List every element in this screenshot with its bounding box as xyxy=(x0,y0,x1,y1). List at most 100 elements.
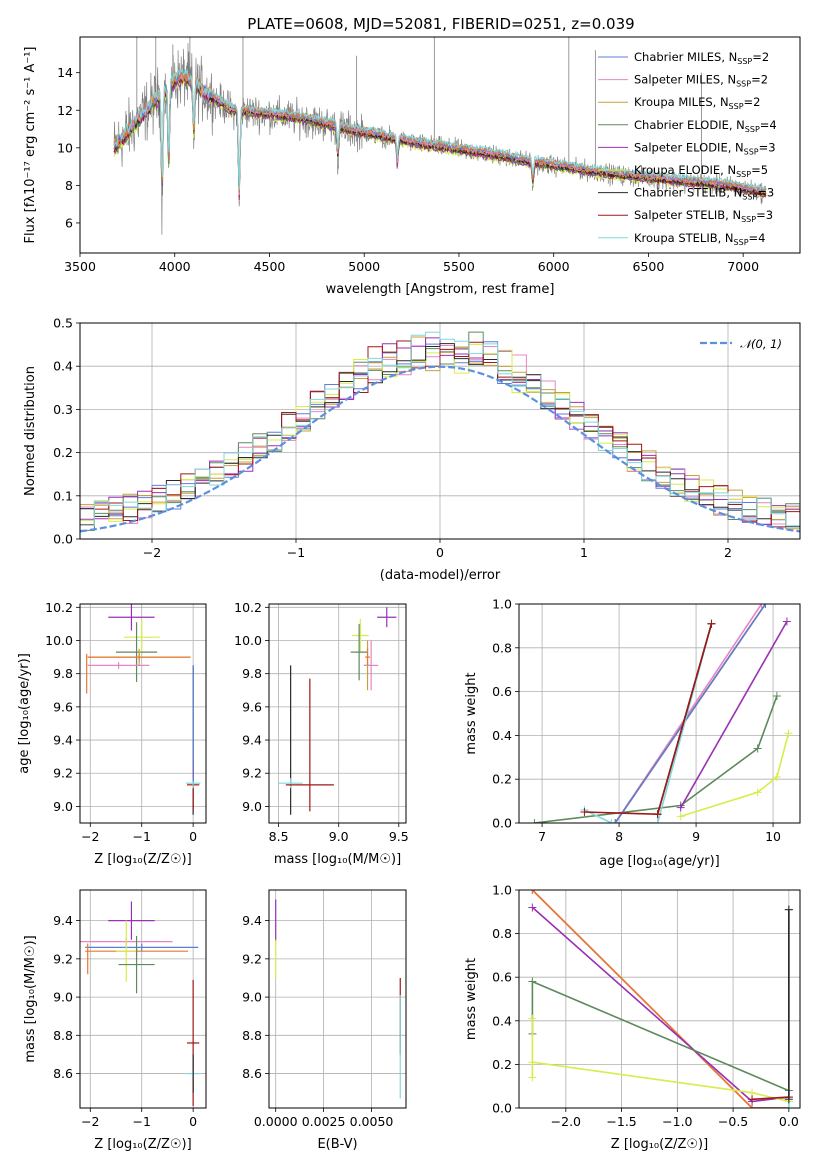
weight-line xyxy=(531,890,789,1108)
weight-line xyxy=(680,732,790,818)
y-tick-label: 0.6 xyxy=(492,970,512,985)
weight-series-chabrier-elodie xyxy=(528,977,793,1108)
weight-marker xyxy=(772,773,781,782)
x-tick-label: 9.5 xyxy=(389,829,409,844)
errorbar-point xyxy=(350,623,368,681)
z-weight-frame xyxy=(518,889,801,1109)
errorbar-point xyxy=(123,620,160,654)
mass-age-axes: 8.5 9.0 9.5 9.0 9.2 9.4 9.6 9.8 10.0 10.2 mass [lo… xyxy=(234,600,409,867)
weight-series-salpeter-stelib xyxy=(580,619,716,819)
x-axis-label: (data-model)/error xyxy=(380,568,501,583)
y-tick-label: 1.0 xyxy=(492,883,512,898)
x-tick-label: 0 xyxy=(189,1114,197,1129)
y-tick-label: 0.0 xyxy=(492,1101,512,1116)
x-tick-label: 0 xyxy=(189,829,197,844)
ebv-mass-plot-area xyxy=(275,899,401,1099)
x-axis-label: Z [log₁₀(Z/Z☉)] xyxy=(94,852,191,867)
y-tick-label: 9.4 xyxy=(53,913,73,928)
y-tick-label: 0.4 xyxy=(53,359,73,374)
x-tick-label: 7 xyxy=(538,829,546,844)
weight-line xyxy=(752,909,790,1101)
x-tick-label: 0.0 xyxy=(779,1114,799,1129)
x-tick-label: 0.0025 xyxy=(302,1114,346,1129)
errorbar-point xyxy=(351,618,369,653)
z-mass-plot-area xyxy=(80,901,201,1107)
legend-entry: 𝒩(0, 1) xyxy=(740,337,782,351)
y-axis-label: Flux [fλ10⁻¹⁷ erg cm⁻² s⁻¹ A⁻¹] xyxy=(23,47,38,244)
y-tick-label: 9.2 xyxy=(53,766,73,781)
x-tick-label: −2 xyxy=(143,545,161,560)
y-tick-label: 0.2 xyxy=(53,445,73,460)
weight-series-orange xyxy=(528,890,793,1108)
weight-line xyxy=(531,906,789,1103)
x-tick-label: −1 xyxy=(287,545,305,560)
weight-series-kroupa-miles xyxy=(528,890,793,1108)
y-tick-label: 9.2 xyxy=(242,951,262,966)
weight-marker xyxy=(528,1014,537,1023)
legend-entry: Salpeter MILES, NSSP=2 xyxy=(634,73,768,89)
y-tick-label: 9.2 xyxy=(242,766,262,781)
spectrum-axes: 3500 4000 4500 5000 5500 6000 6500 7000 6 8 10 12 14… xyxy=(23,36,801,297)
y-tick-label: 0.0 xyxy=(53,532,73,547)
x-tick-label: −0.5 xyxy=(718,1114,748,1129)
x-tick-label: −2 xyxy=(81,1114,99,1129)
x-axis-label: Z [log₁₀(Z/Z☉)] xyxy=(94,1137,191,1152)
weight-line xyxy=(531,890,789,1108)
y-tick-label: 0.4 xyxy=(492,1013,512,1028)
weight-marker xyxy=(580,808,589,817)
z-mass-frame xyxy=(79,889,207,1109)
age-weight-axes: 7 8 9 10 0.0 0.2 0.4 0.6 0.8 1.0 age [log₁₀(age/yr… xyxy=(464,597,801,869)
y-tick-label: 0.3 xyxy=(53,402,73,417)
weight-series-salpeter-miles xyxy=(528,890,793,1108)
y-tick-label: 9.8 xyxy=(53,666,73,681)
weight-line xyxy=(614,604,767,823)
errorbar-point xyxy=(118,935,155,994)
weight-series-kroupa-elodie xyxy=(676,729,793,821)
y-tick-label: 1.0 xyxy=(492,597,512,612)
legend-entry: Chabrier STELIB, NSSP=3 xyxy=(634,186,774,202)
y-tick-label: 8.6 xyxy=(242,1066,262,1081)
x-tick-label: 4000 xyxy=(159,259,191,274)
y-tick-label: 0.2 xyxy=(492,1057,512,1072)
mass-age-plot-area xyxy=(278,607,397,815)
y-axis-label: Normed distribution xyxy=(23,366,38,496)
weight-marker xyxy=(607,819,616,823)
y-tick-label: 8 xyxy=(65,178,73,193)
ebv-mass-axes: 0.0000 0.0025 0.0050 8.6 8.8 9.0 9.2 9.4 E(B-V) xyxy=(242,889,407,1152)
y-tick-label: 10.0 xyxy=(234,633,262,648)
weight-series-salpeter-stelib xyxy=(748,905,793,1104)
z-weight-plot-area xyxy=(528,890,793,1108)
weight-line xyxy=(531,890,789,1108)
x-tick-label: 6500 xyxy=(633,259,665,274)
weight-line xyxy=(534,695,778,823)
z-mass-axes: −2 −1 0 8.6 8.8 9.0 9.2 9.4 Z [log₁₀(Z/Z☉)] mass … xyxy=(23,889,207,1152)
y-tick-label: 10.2 xyxy=(234,600,262,615)
y-tick-label: 0.5 xyxy=(53,316,73,331)
y-tick-label: 14 xyxy=(57,65,73,80)
y-tick-label: 0.4 xyxy=(492,728,512,743)
mass-age-grid xyxy=(269,604,406,823)
z-age-axes: −2 −1 0 9.0 9.2 9.4 9.6 9.8 10.0 10.2 Z [log₁₀(Z/Z… xyxy=(17,600,207,867)
weight-series-chabrier-elodie xyxy=(530,691,781,823)
legend-entry: Chabrier MILES, NSSP=2 xyxy=(634,50,769,66)
x-axis-label: E(B-V) xyxy=(317,1137,357,1152)
x-tick-label: 5000 xyxy=(348,259,380,274)
weight-marker xyxy=(784,729,793,738)
normal-distribution-curve xyxy=(80,365,800,533)
errorbar-point xyxy=(108,604,155,631)
y-tick-label: 0.8 xyxy=(492,926,512,941)
y-tick-label: 10.2 xyxy=(45,600,73,615)
residuals-plot-area xyxy=(80,331,800,533)
x-tick-label: 6000 xyxy=(538,259,570,274)
errorbar-point xyxy=(377,607,397,628)
weight-marker xyxy=(528,890,537,894)
spectrum-legend: Chabrier MILES, NSSP=2 Salpeter MILES, NS… xyxy=(598,50,777,247)
y-tick-label: 8.8 xyxy=(53,1028,73,1043)
residuals-axes: −2 −1 0 1 2 0.0 0.1 0.2 0.3 0.4 0.5 (data-model)/er… xyxy=(23,316,801,583)
errorbar-point xyxy=(87,662,150,669)
weight-series-kroupa-elodie xyxy=(528,1014,793,1106)
x-tick-label: 0.0050 xyxy=(350,1114,394,1129)
x-tick-label: 7000 xyxy=(727,259,759,274)
weight-marker xyxy=(653,810,662,819)
x-tick-label: 8 xyxy=(615,829,623,844)
